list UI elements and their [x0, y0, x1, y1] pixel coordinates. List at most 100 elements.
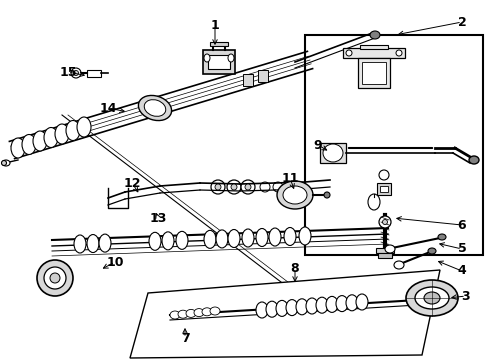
Ellipse shape [227, 54, 234, 62]
Bar [375, 248, 393, 253]
Ellipse shape [395, 50, 401, 56]
Ellipse shape [162, 232, 174, 250]
Ellipse shape [215, 184, 221, 190]
Bar [243, 74, 252, 86]
Bar [305, 35, 482, 255]
Ellipse shape [346, 295, 357, 311]
Bar [342, 48, 404, 58]
Bar [376, 183, 390, 195]
Text: 3: 3 [461, 289, 469, 302]
Bar [209, 42, 227, 46]
Ellipse shape [256, 302, 267, 318]
Text: 10: 10 [106, 256, 123, 269]
Ellipse shape [382, 220, 386, 225]
Ellipse shape [355, 294, 367, 310]
Ellipse shape [203, 230, 216, 248]
Text: 6: 6 [457, 219, 466, 231]
Ellipse shape [427, 248, 435, 254]
Ellipse shape [202, 308, 212, 316]
Ellipse shape [393, 261, 403, 269]
Text: 9: 9 [313, 139, 322, 152]
Ellipse shape [176, 231, 187, 249]
Bar [357, 58, 389, 88]
Text: 11: 11 [281, 171, 298, 185]
Ellipse shape [260, 182, 269, 192]
Ellipse shape [272, 182, 283, 192]
Polygon shape [130, 270, 439, 358]
Ellipse shape [384, 245, 394, 253]
Ellipse shape [149, 232, 161, 250]
Ellipse shape [367, 194, 379, 210]
Bar [377, 253, 391, 258]
Ellipse shape [55, 124, 69, 144]
Ellipse shape [323, 144, 342, 162]
Ellipse shape [66, 121, 80, 140]
Ellipse shape [11, 138, 25, 158]
Ellipse shape [178, 310, 187, 318]
Ellipse shape [335, 296, 347, 312]
Ellipse shape [324, 192, 329, 198]
Ellipse shape [305, 298, 317, 314]
Ellipse shape [44, 267, 66, 289]
Text: 5: 5 [457, 243, 466, 256]
Ellipse shape [346, 50, 351, 56]
Text: 15: 15 [59, 66, 77, 78]
Ellipse shape [227, 230, 240, 248]
Ellipse shape [242, 229, 253, 247]
Text: 12: 12 [123, 176, 141, 189]
Ellipse shape [369, 31, 379, 39]
Ellipse shape [73, 71, 79, 76]
Ellipse shape [209, 307, 220, 315]
Ellipse shape [138, 95, 171, 121]
Ellipse shape [283, 186, 306, 204]
Ellipse shape [412, 298, 422, 306]
Ellipse shape [77, 117, 91, 137]
Ellipse shape [378, 170, 388, 180]
Ellipse shape [37, 260, 73, 296]
Ellipse shape [268, 228, 281, 246]
Ellipse shape [276, 181, 312, 209]
Text: 13: 13 [149, 212, 166, 225]
Ellipse shape [74, 235, 86, 253]
Ellipse shape [378, 216, 390, 228]
Text: 2: 2 [457, 15, 466, 28]
Ellipse shape [203, 54, 209, 62]
Ellipse shape [170, 311, 180, 319]
Ellipse shape [216, 230, 227, 248]
Ellipse shape [275, 300, 287, 316]
Ellipse shape [230, 184, 237, 190]
Ellipse shape [241, 180, 254, 194]
Ellipse shape [71, 68, 81, 78]
Ellipse shape [437, 234, 445, 240]
Ellipse shape [244, 184, 250, 190]
Ellipse shape [468, 156, 478, 164]
Ellipse shape [144, 100, 165, 116]
Ellipse shape [33, 131, 47, 151]
Ellipse shape [298, 227, 310, 245]
Bar [379, 186, 387, 192]
Ellipse shape [315, 297, 327, 313]
Bar [203, 50, 235, 74]
Ellipse shape [265, 301, 278, 317]
Bar [87, 70, 101, 77]
Ellipse shape [1, 161, 6, 166]
Bar [207, 55, 229, 69]
Ellipse shape [44, 127, 58, 148]
Bar [361, 62, 385, 84]
Ellipse shape [185, 309, 196, 318]
Ellipse shape [87, 234, 99, 252]
Ellipse shape [99, 234, 111, 252]
Ellipse shape [226, 180, 241, 194]
Ellipse shape [414, 287, 448, 309]
Text: 8: 8 [290, 261, 299, 275]
Ellipse shape [22, 135, 36, 154]
Ellipse shape [423, 292, 439, 304]
Ellipse shape [194, 309, 203, 316]
Ellipse shape [405, 280, 457, 316]
Bar [359, 45, 387, 49]
Ellipse shape [256, 229, 267, 247]
Text: 1: 1 [210, 18, 219, 32]
Ellipse shape [210, 180, 224, 194]
Ellipse shape [2, 160, 10, 166]
Bar [319, 143, 346, 163]
